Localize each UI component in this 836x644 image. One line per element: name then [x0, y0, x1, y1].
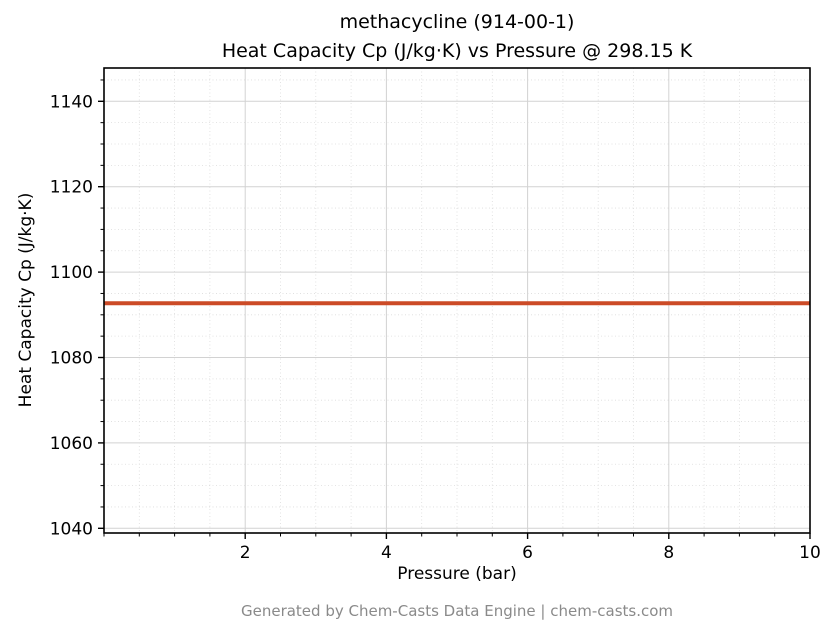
- x-tick-label: 2: [240, 543, 251, 563]
- chart-title-line2: Heat Capacity Cp (J/kg·K) vs Pressure @ …: [221, 40, 693, 62]
- footer-watermark: Generated by Chem-Casts Data Engine | ch…: [240, 602, 674, 620]
- y-tick-label: 1100: [50, 263, 93, 283]
- y-tick-label: 1040: [50, 519, 93, 539]
- x-tick-label: 8: [663, 543, 674, 563]
- y-tick-label: 1140: [50, 92, 93, 112]
- chart-title-line1: methacycline (914-00-1): [339, 11, 575, 33]
- x-tick-label: 6: [522, 543, 533, 563]
- plot-border: [103, 67, 811, 534]
- x-tick-label: 4: [381, 543, 392, 563]
- y-tick-label: 1080: [50, 349, 93, 369]
- y-axis-label: Heat Capacity Cp (J/kg·K): [16, 192, 36, 408]
- y-tick-label: 1060: [50, 434, 93, 454]
- chart-title: methacycline (914-00-1) Heat Capacity Cp…: [104, 8, 810, 66]
- x-axis-label: Pressure (bar): [397, 564, 517, 584]
- x-tick-label: 10: [799, 543, 821, 563]
- y-tick-label: 1120: [50, 178, 93, 198]
